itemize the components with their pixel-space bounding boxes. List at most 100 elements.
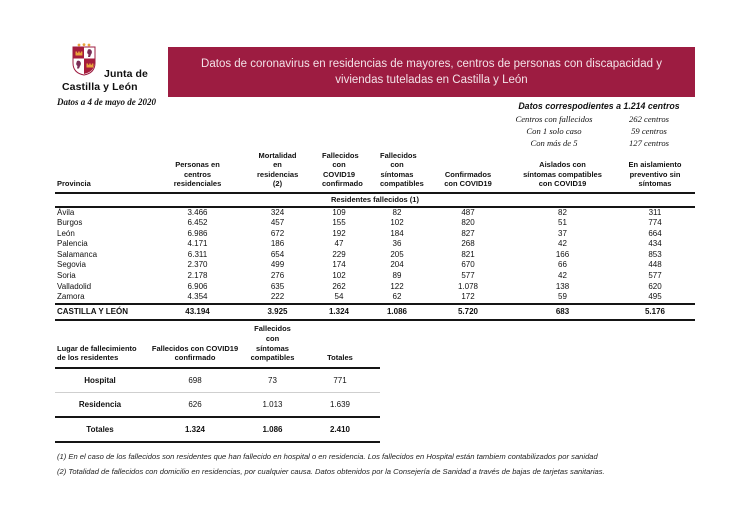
- value-cell: 1.078: [457, 281, 479, 291]
- centers-row-label: Con 1 solo caso: [526, 126, 582, 136]
- value-cell: 66: [558, 260, 567, 270]
- centers-summary-row: Con 1 solo caso 59 centros: [503, 125, 695, 137]
- table-row: Ávila 3.466 324 109 82 487 82 311: [55, 207, 695, 219]
- centers-row-value: 127 centros: [628, 138, 670, 148]
- value-cell: 495: [648, 292, 662, 302]
- provincia-cell: Salamanca: [57, 249, 98, 259]
- provincia-column-header: Provincia: [55, 151, 150, 194]
- total-value-cell: 43.194: [150, 302, 245, 321]
- value-cell: 774: [648, 218, 662, 228]
- value-cell: 122: [390, 281, 404, 291]
- value-cell: 89: [392, 271, 402, 281]
- centers-summary: Datos correspodientes a 1.214 centros Ce…: [503, 101, 695, 149]
- value-cell: 6.452: [187, 218, 208, 228]
- table-subheader-row: Residentes fallecidos (1): [55, 192, 695, 208]
- value-cell: 457: [270, 218, 285, 228]
- logo-text-line2: Castilla y León: [62, 81, 138, 93]
- centers-summary-row: Centros con fallecidos 262 centros: [503, 113, 695, 125]
- value-cell: 654: [270, 249, 285, 259]
- column-header: Fallecidos con síntomas compatibles: [245, 324, 300, 369]
- provincia-cell: León: [57, 228, 75, 238]
- value-cell: 47: [334, 239, 344, 249]
- value-cell: 268: [461, 239, 475, 249]
- value-cell: 42: [558, 239, 567, 249]
- date-note: Datos a 4 de mayo de 2020: [57, 97, 156, 107]
- value-cell: 1.086: [245, 417, 300, 443]
- value-cell: 37: [558, 228, 567, 238]
- junta-logo: Junta de Castilla y León: [62, 43, 174, 95]
- value-cell: 626: [145, 392, 245, 418]
- value-cell: 821: [461, 249, 475, 259]
- value-cell: 487: [461, 207, 475, 217]
- table-row: Palencia 4.171 186 47 36 268 42 434: [55, 239, 695, 250]
- value-cell: 102: [332, 271, 346, 281]
- table-total-row: CASTILLA Y LEÓN 43.194 3.925 1.324 1.086 5.72…: [55, 302, 695, 321]
- value-cell: 1.639: [300, 392, 380, 418]
- column-header: Totales: [300, 324, 380, 369]
- value-cell: 102: [390, 218, 404, 228]
- value-cell: 54: [334, 292, 344, 302]
- value-cell: 229: [332, 249, 346, 259]
- value-cell: 577: [648, 271, 662, 281]
- value-cell: 3.466: [187, 207, 208, 217]
- column-header: Fallecidos con COVID19 confirmado: [145, 324, 245, 369]
- total-value-cell: 3.925: [245, 302, 310, 321]
- value-cell: 222: [270, 292, 285, 302]
- table-row: León 6.986 672 192 184 827 37 664: [55, 229, 695, 240]
- value-cell: 6.311: [187, 249, 208, 259]
- value-cell: 166: [555, 249, 570, 259]
- location-label-cell: Totales: [55, 417, 145, 443]
- provincia-cell: Soria: [57, 271, 76, 281]
- table-header-row: Provincia Personas en centros residencial…: [55, 151, 695, 194]
- location-column-header: Lugar de fallecimiento de los residentes: [55, 324, 145, 369]
- value-cell: 109: [332, 207, 346, 217]
- value-cell: 82: [558, 207, 567, 217]
- value-cell: 36: [392, 239, 402, 249]
- location-label-cell: Hospital: [55, 368, 145, 393]
- footnote-2: (2) Totalidad de fallecidos con domicili…: [57, 467, 605, 476]
- table-row: Hospital 698 73 771: [55, 368, 380, 393]
- value-cell: 499: [270, 260, 285, 270]
- value-cell: 82: [392, 207, 402, 217]
- centers-row-label: Con más de 5: [530, 138, 578, 148]
- value-cell: 311: [648, 207, 662, 217]
- table-row: Zamora 4.354 222 54 62 172 59 495: [55, 292, 695, 304]
- value-cell: 672: [270, 228, 285, 238]
- value-cell: 155: [332, 218, 346, 228]
- value-cell: 172: [461, 292, 475, 302]
- column-header: Fallecidos con COVID19 confirmado: [310, 151, 368, 194]
- column-header: Confirmados con COVID19: [426, 151, 510, 194]
- column-header: Fallecidos con síntomas compatibles: [368, 151, 426, 194]
- column-header: Mortalidad en residencias (2): [245, 151, 310, 194]
- total-value-cell: 5.176: [615, 302, 695, 321]
- table-row: Totales 1.324 1.086 2.410: [55, 417, 380, 443]
- provincia-cell: Ávila: [57, 207, 75, 217]
- value-cell: 698: [145, 368, 245, 393]
- value-cell: 620: [648, 281, 662, 291]
- centers-row-value: 262 centros: [628, 114, 670, 124]
- value-cell: 42: [558, 271, 567, 281]
- value-cell: 324: [270, 207, 285, 217]
- value-cell: 827: [461, 228, 475, 238]
- coat-of-arms-icon: [72, 43, 96, 76]
- value-cell: 204: [390, 260, 404, 270]
- provincia-cell: Segovia: [57, 260, 86, 270]
- value-cell: 1.013: [245, 392, 300, 418]
- footnotes: (1) En el caso de los fallecidos son res…: [57, 452, 657, 482]
- value-cell: 276: [270, 271, 285, 281]
- provincia-cell: Valladolid: [57, 281, 92, 291]
- value-cell: 4.354: [187, 292, 208, 302]
- total-value-cell: 1.324: [310, 302, 368, 321]
- value-cell: 51: [558, 218, 567, 228]
- value-cell: 205: [390, 249, 404, 259]
- value-cell: 192: [332, 228, 346, 238]
- centers-summary-row: Con más de 5 127 centros: [503, 137, 695, 149]
- value-cell: 820: [461, 218, 475, 228]
- value-cell: 59: [558, 292, 567, 302]
- column-header: Aislados con síntomas compatibles con CO…: [510, 151, 615, 194]
- subheader-label: Residentes fallecidos (1): [55, 192, 695, 208]
- provincia-cell: Burgos: [57, 218, 83, 228]
- footnote-1: (1) En el caso de los fallecidos son res…: [57, 452, 598, 461]
- value-cell: 448: [648, 260, 662, 270]
